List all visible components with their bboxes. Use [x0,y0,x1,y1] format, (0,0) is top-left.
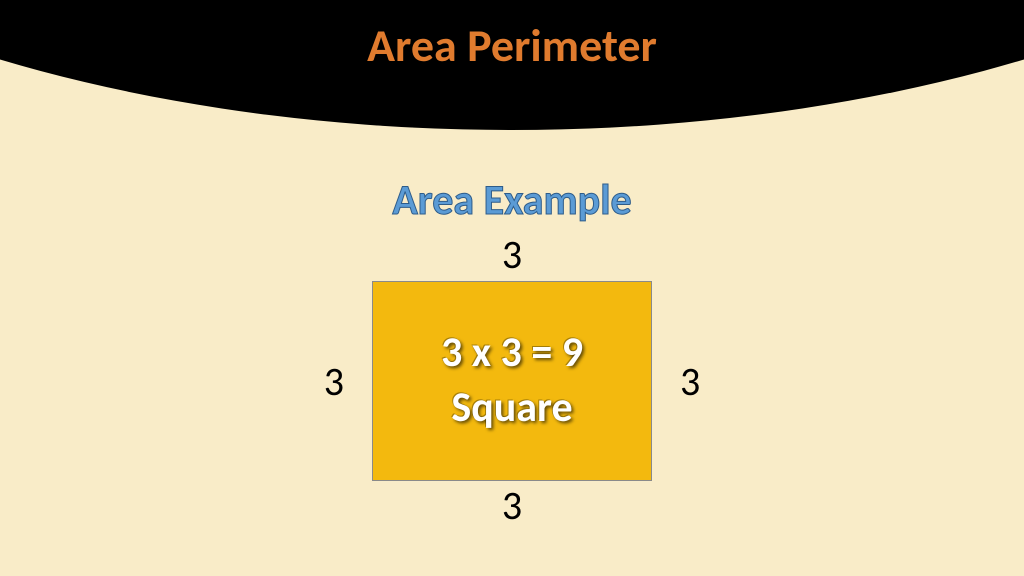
square-shape: 3 x 3 = 9 Square [372,281,652,481]
side-label-left: 3 [324,357,344,406]
square-equation: 3 x 3 = 9 [441,326,583,381]
slide-subtitle: Area Example [0,175,1024,226]
square-diagram: 3 3 3 x 3 = 9 Square 3 3 [0,230,1024,530]
square-label: Square [451,381,572,436]
slide-title: Area Perimeter [0,18,1024,74]
side-label-top: 3 [502,230,522,279]
side-label-right: 3 [680,357,700,406]
side-label-bottom: 3 [502,481,522,530]
diagram-mid-row: 3 3 x 3 = 9 Square 3 [324,281,701,481]
